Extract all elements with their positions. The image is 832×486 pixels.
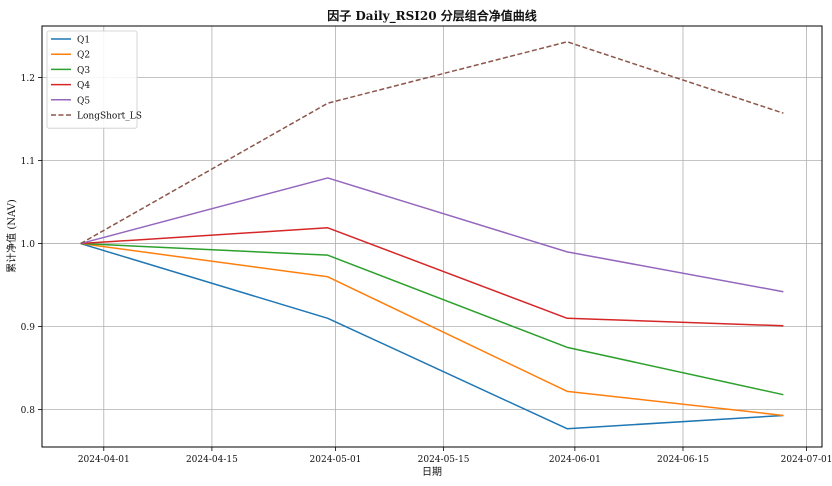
legend-box — [46, 30, 138, 129]
legend-label: Q5 — [77, 96, 90, 106]
x-tick-label: 2024-07-01 — [781, 455, 832, 465]
series-line-q3 — [80, 242, 784, 396]
legend: Q1 Q2 Q3 Q4 Q5 LongShort_LS — [46, 30, 142, 129]
y-tick-label: 0.9 — [21, 323, 36, 333]
series-layer — [80, 41, 784, 430]
plot-frame — [41, 25, 823, 448]
x-axis-label: 日期 — [422, 466, 442, 478]
legend-label: Q4 — [77, 81, 90, 91]
series-line-q4 — [80, 227, 784, 327]
y-tick-label: 1.0 — [21, 240, 36, 250]
series-line-longshort-ls — [80, 41, 784, 245]
axes: 0.8 0.9 1.0 1.1 1.2 2024-04-01 2024-04-15 2024-… — [21, 74, 832, 465]
chart-title: 因子 Daily_RSI20 分层组合净值曲线 — [327, 8, 537, 24]
x-tick-label: 2024-05-01 — [310, 455, 362, 465]
y-tick-label: 1.2 — [21, 74, 35, 84]
x-tick-label: 2024-05-15 — [418, 455, 470, 465]
y-tick-label: 1.1 — [21, 157, 35, 167]
y-axis-label: 累计净值 (NAV) — [5, 199, 18, 273]
x-tick-label: 2024-04-15 — [186, 455, 238, 465]
legend-label: LongShort_LS — [77, 112, 142, 122]
series-line-q5 — [80, 177, 784, 293]
x-tick-label: 2024-04-01 — [78, 455, 130, 465]
y-tick-label: 0.8 — [21, 406, 36, 416]
x-tick-label: 2024-06-01 — [549, 455, 601, 465]
series-line-q1 — [80, 242, 784, 430]
x-tick-label: 2024-06-15 — [657, 455, 709, 465]
legend-label: Q3 — [77, 66, 90, 76]
legend-label: Q1 — [77, 36, 90, 46]
legend-label: Q2 — [77, 51, 90, 61]
series-line-q2 — [80, 242, 784, 417]
